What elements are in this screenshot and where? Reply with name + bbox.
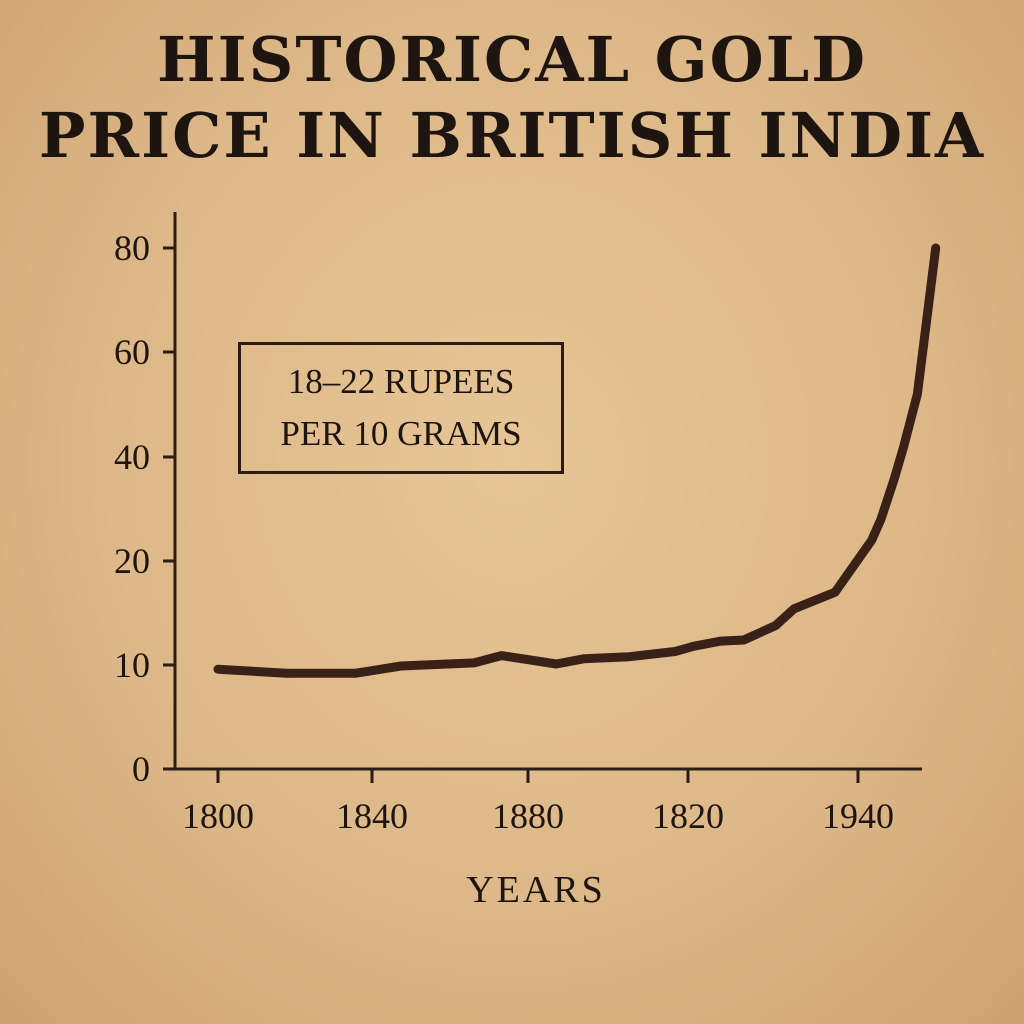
chart-title-line-1: HISTORICAL GOLD <box>157 23 867 96</box>
y-tick-label: 0 <box>132 749 150 789</box>
x-tick-label: 1800 <box>182 796 254 836</box>
x-tick-label: 1840 <box>336 796 408 836</box>
series-line-gold-price <box>213 243 941 678</box>
chart-title-line-2: PRICE IN BRITISH INDIA <box>38 99 986 172</box>
y-tick-label: 20 <box>114 541 150 581</box>
annotation-line-2: PER 10 GRAMS <box>280 414 522 453</box>
y-tick-label: 60 <box>114 332 150 372</box>
y-tick-label: 40 <box>114 437 150 477</box>
annotation-box: 18–22 RUPEES PER 10 GRAMS <box>238 342 564 474</box>
x-tick-label: 1880 <box>492 796 564 836</box>
x-axis-label: YEARS <box>466 869 606 911</box>
y-tick-label: 80 <box>114 228 150 268</box>
x-tick-label: 1820 <box>652 796 724 836</box>
y-axis-ticks: 0 10 20 40 60 80 <box>114 228 175 789</box>
chart-axes <box>173 212 922 771</box>
chart-title: HISTORICAL GOLD PRICE IN BRITISH INDIA <box>0 22 1024 174</box>
y-tick-label: 10 <box>114 645 150 685</box>
x-axis-ticks: 1800 1840 1880 1820 1940 <box>182 769 894 836</box>
annotation-line-1: 18–22 RUPEES <box>287 362 515 401</box>
x-tick-label: 1940 <box>822 796 894 836</box>
